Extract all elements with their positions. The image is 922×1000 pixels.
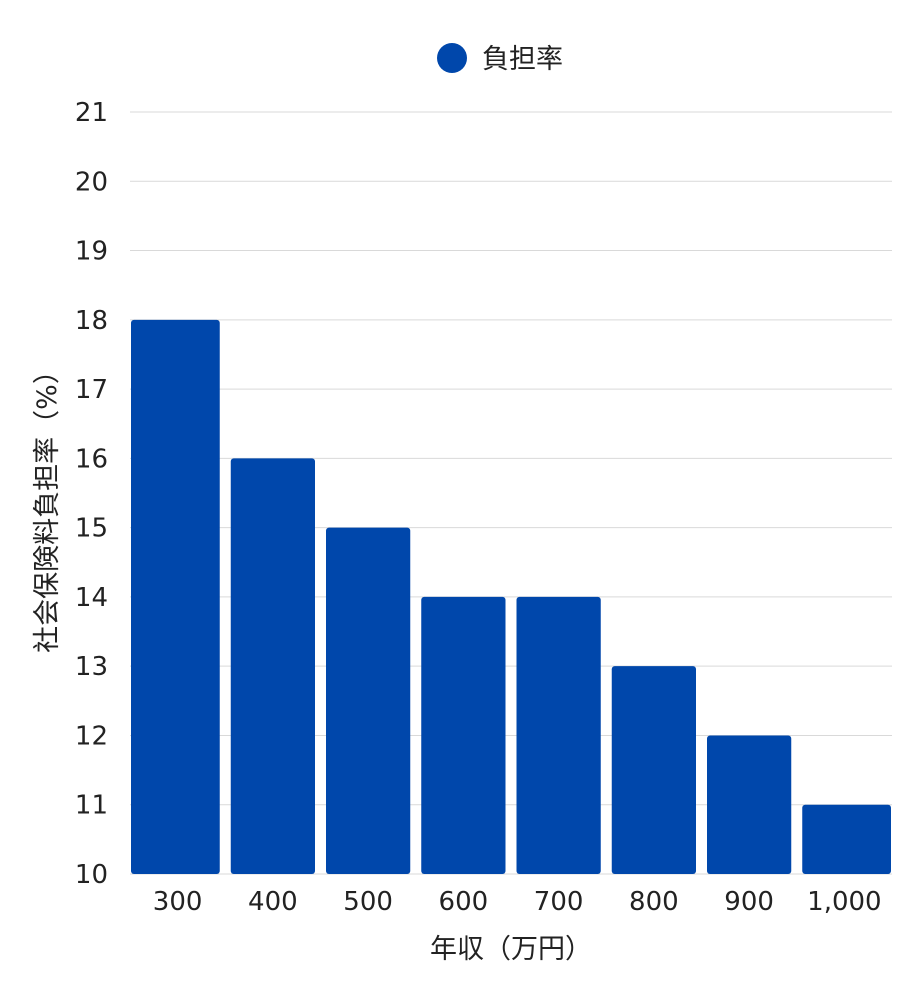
y-tick-label: 19 (75, 237, 108, 267)
bar-1000 (802, 804, 891, 874)
x-tick-label: 300 (153, 887, 203, 917)
y-tick-label: 20 (75, 167, 108, 197)
y-tick-label: 17 (75, 375, 108, 405)
x-tick-label: 600 (439, 887, 489, 917)
y-tick-label: 12 (75, 721, 108, 751)
bars (131, 319, 891, 874)
y-axis-title: 社会保険料負担率（%） (32, 357, 63, 653)
bar-300 (131, 319, 220, 874)
bar-400 (230, 458, 315, 874)
chart-legend: 負担率 (437, 43, 563, 75)
x-tick-label: 700 (534, 887, 584, 917)
bar-900 (707, 735, 792, 874)
bar-500 (326, 527, 411, 874)
y-tick-label: 16 (75, 444, 108, 474)
legend-label: 負担率 (482, 44, 563, 75)
x-axis-title: 年収（万円） (430, 934, 592, 965)
y-tick-label: 18 (75, 306, 108, 336)
x-tick-label: 800 (629, 887, 679, 917)
y-tick-label: 21 (75, 98, 108, 128)
x-axis-tick-labels: 300 400 500 600 700 800 900 1,000 (153, 887, 882, 917)
y-tick-label: 10 (75, 860, 108, 890)
x-tick-label: 400 (248, 887, 298, 917)
x-tick-label: 500 (343, 887, 393, 917)
legend-swatch-icon (437, 43, 467, 73)
bar-600 (421, 596, 506, 874)
y-axis-tick-labels: 10 11 12 13 14 15 16 17 18 19 20 21 (75, 98, 108, 890)
y-tick-label: 14 (75, 583, 108, 613)
bar-800 (611, 666, 696, 874)
y-tick-label: 15 (75, 514, 108, 544)
y-tick-label: 11 (75, 791, 108, 821)
y-tick-label: 13 (75, 652, 108, 682)
x-tick-label: 900 (724, 887, 774, 917)
bar-700 (516, 596, 601, 874)
x-tick-label: 1,000 (807, 887, 881, 917)
